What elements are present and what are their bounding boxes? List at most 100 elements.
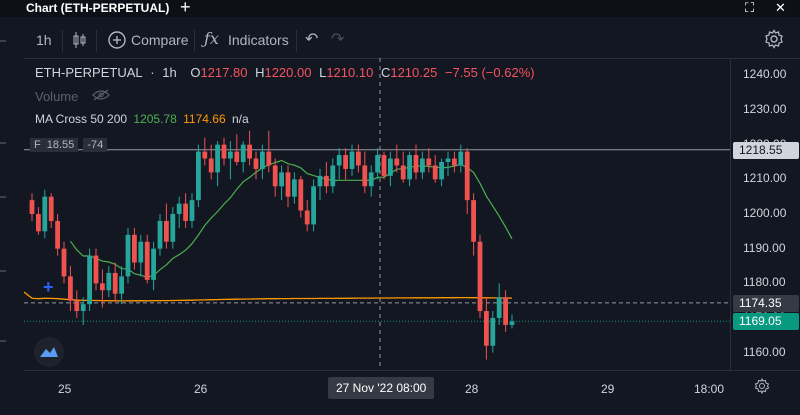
candle-body [317,175,323,187]
interval-button[interactable]: 1h [36,32,52,48]
candle-body [381,155,387,176]
candle-style-icon[interactable] [72,30,88,53]
candle-body [471,200,476,242]
undo-icon[interactable]: ↶ [305,31,319,48]
indicators-button[interactable]: Indicators [228,32,289,48]
settings-gear-icon[interactable] [764,29,784,52]
candle-body [228,151,233,159]
legend-high: 1220.00 [264,65,312,80]
candle-body [484,311,489,346]
candle-body [330,165,336,187]
candle-body [388,158,393,176]
candle-body [215,144,220,173]
position-price: F 18.55 [30,138,79,152]
close-icon[interactable]: ✕ [775,0,786,15]
candle-body [170,214,176,242]
fullscreen-icon[interactable]: ⛶ [745,0,755,15]
tradingview-logo-icon[interactable] [34,337,64,367]
legend-close: 1210.25 [390,65,438,80]
ma-fast-line [69,159,513,279]
left-panel-mark [0,270,6,272]
candle-body [240,144,246,162]
ma-slow-value: 1174.66 [183,112,226,126]
candle-body [260,151,265,169]
candle-body [221,144,227,159]
candle-body [496,297,502,318]
left-panel-mark [0,142,6,144]
redo-icon[interactable]: ↷ [331,31,345,48]
compare-button[interactable]: Compare [131,32,189,48]
candle-body [157,220,163,249]
window-title: Chart (ETH-PERPETUAL) [26,1,170,15]
candle-body [432,165,438,180]
candle-body [426,158,432,166]
window-titlebar: Chart (ETH-PERPETUAL) + ⛶ ✕ [0,0,800,17]
time-axis[interactable]: 25 26 27 Nov '22 08:00 28 29 18:00 [24,370,800,411]
candle-body [336,155,342,166]
crosshair-time-label: 27 Nov '22 08:00 [328,377,435,399]
ma-label: MA Cross 50 200 [35,112,128,126]
candle-body [394,158,400,166]
candle-body [253,158,259,169]
candle-body [234,151,240,162]
ma-extra-value: n/a [231,112,249,126]
candle-body [266,151,272,166]
auto-scale-settings-icon[interactable] [754,377,770,397]
candle-body [55,220,60,249]
candle-body [183,203,188,221]
add-tab-icon[interactable]: + [180,0,191,17]
candle-body [413,155,419,173]
candle-body [48,196,54,221]
legend-interval: 1h [162,65,177,80]
candle-body [132,234,137,263]
candle-body [285,172,291,197]
time-tick: 26 [194,382,208,396]
legend-open-label: O [190,65,201,80]
candle-body [400,165,406,180]
candle-body [144,241,150,280]
eye-hidden-icon[interactable] [92,89,110,104]
position-pnl: -74 [83,138,108,152]
position-line-label[interactable]: F 18.55 -74 [30,138,108,155]
candle-body [61,248,67,277]
price-tick: 1190.00 [743,240,786,255]
candle-body [74,300,80,312]
position-price-value: 18.55 [46,139,75,151]
add-alert-plus-icon[interactable]: + [43,277,54,297]
legend-close-label: C [380,65,391,80]
candle-body [368,172,374,187]
candle-body [420,158,425,173]
legend-change: −7.55 (−0.62%) [444,65,535,80]
left-panel-mark [0,340,6,342]
candle-body [106,272,112,291]
ma-slow-line [24,291,513,302]
candle-body [196,151,201,201]
price-axis[interactable]: 1240.001230.001220.001210.001200.001190.… [730,58,800,370]
indicators-fx-icon[interactable]: ƒx [204,29,219,48]
candle-body [36,214,41,232]
toolbar-divider [194,30,195,52]
candle-body [87,255,92,305]
ma-cross-row[interactable]: MA Cross 50 200 1205.78 1174.66 n/a [35,112,249,126]
candle-body [125,234,131,277]
candle-body [112,272,118,294]
time-tick: 18:00 [694,382,725,396]
candle-body [292,179,297,197]
price-tick: 1180.00 [743,275,786,290]
legend-low-label: L [319,65,327,80]
candle-body [349,151,355,169]
candle-body [151,248,156,280]
compare-plus-icon[interactable] [107,30,127,53]
legend-dot: · [150,65,155,80]
legend-open: 1217.80 [200,65,248,80]
chart-toolbar: 1h Compare ƒx Indicators ↶ ↷ [24,24,800,59]
candle-body [189,200,195,221]
candle-body [458,151,464,166]
price-chart[interactable] [24,58,730,370]
candle-body [272,165,278,187]
volume-label: Volume [35,89,79,104]
candle-body [311,186,316,225]
left-panel-mark [0,196,6,198]
candle-body [356,151,361,166]
candle-body [509,321,515,325]
